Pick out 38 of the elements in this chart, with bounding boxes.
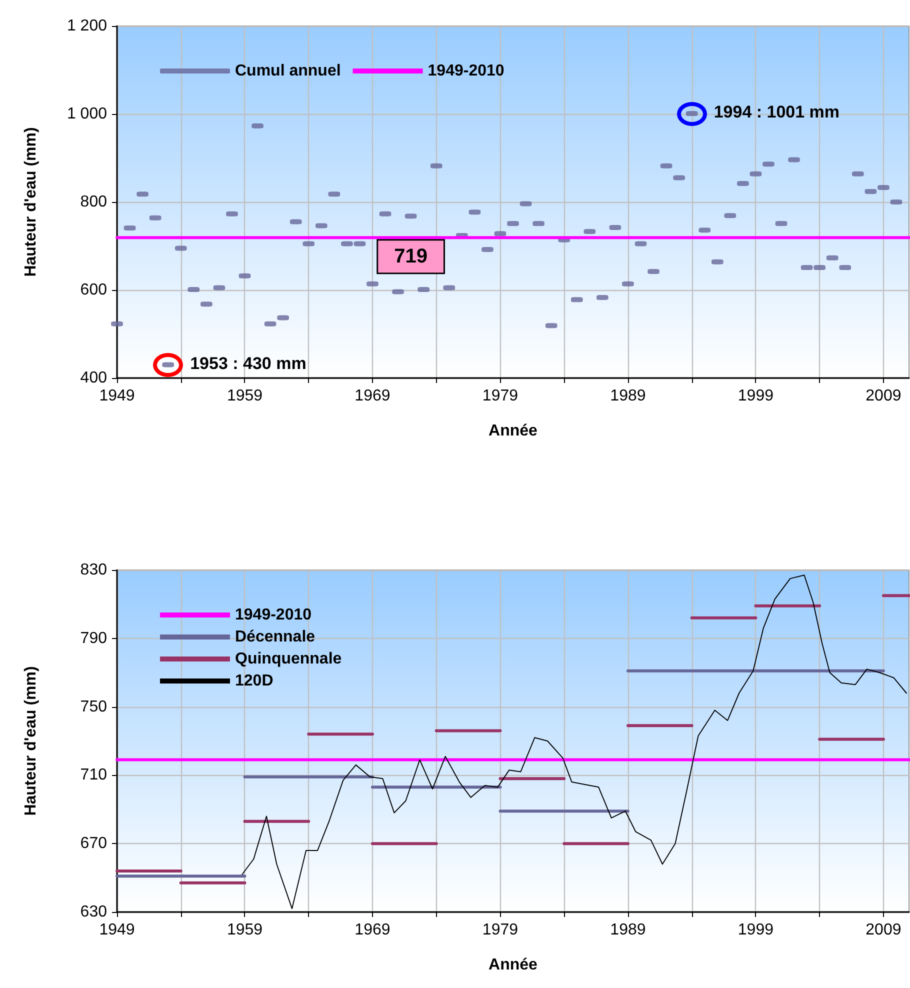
y-tick-label: 790 <box>80 630 108 647</box>
y-tick-label: 670 <box>80 835 108 852</box>
x-tick-label: 1969 <box>354 922 390 938</box>
y-tick-label: 1 200 <box>66 18 108 34</box>
x-tick-label: 1999 <box>738 388 774 404</box>
x-tick-label: 2009 <box>866 922 902 938</box>
y-tick-label: 710 <box>80 766 108 784</box>
x-tick-label: 1959 <box>226 388 263 404</box>
legend-label: 1949-2010 <box>428 62 504 80</box>
y-tick-label: 630 <box>80 904 108 920</box>
legend-label: 1949-2010 <box>235 606 312 624</box>
y-tick-label: 800 <box>80 194 108 210</box>
legend-label: Cumul annuel <box>235 62 341 80</box>
x-tick-label: 1989 <box>610 922 646 938</box>
x-tick-label: 1999 <box>738 922 774 938</box>
data-label: 719 <box>394 246 428 268</box>
annotation: 1994 : 1001 mm <box>714 102 840 122</box>
legend-label: Quinquennale <box>235 650 342 668</box>
x-tick-label: 1969 <box>354 388 390 404</box>
y-tick-label: 1 000 <box>66 106 108 122</box>
x-tick-label: 1979 <box>482 388 518 404</box>
x-axis-title: Année <box>488 422 538 440</box>
x-tick-label: 1989 <box>610 388 646 404</box>
y-axis-title: Hauteur d'eau (mm) <box>22 666 40 816</box>
x-tick-label: 2009 <box>866 388 902 404</box>
legend-label: 120D <box>235 672 274 690</box>
y-tick-label: 830 <box>80 562 108 578</box>
x-axis-title: Année <box>488 956 538 974</box>
legend-label: Décennale <box>235 628 316 646</box>
x-tick-label: 1979 <box>482 922 518 938</box>
y-tick-label: 400 <box>80 370 108 386</box>
annotation: 1953 : 430 mm <box>190 354 306 373</box>
x-tick-label: 1949 <box>99 922 135 938</box>
x-tick-label: 1949 <box>99 388 135 404</box>
y-tick-label: 750 <box>80 698 108 716</box>
x-tick-label: 1959 <box>226 922 263 938</box>
y-tick-label: 600 <box>80 282 108 298</box>
y-axis-title: Hauteur d'eau (mm) <box>22 127 40 277</box>
